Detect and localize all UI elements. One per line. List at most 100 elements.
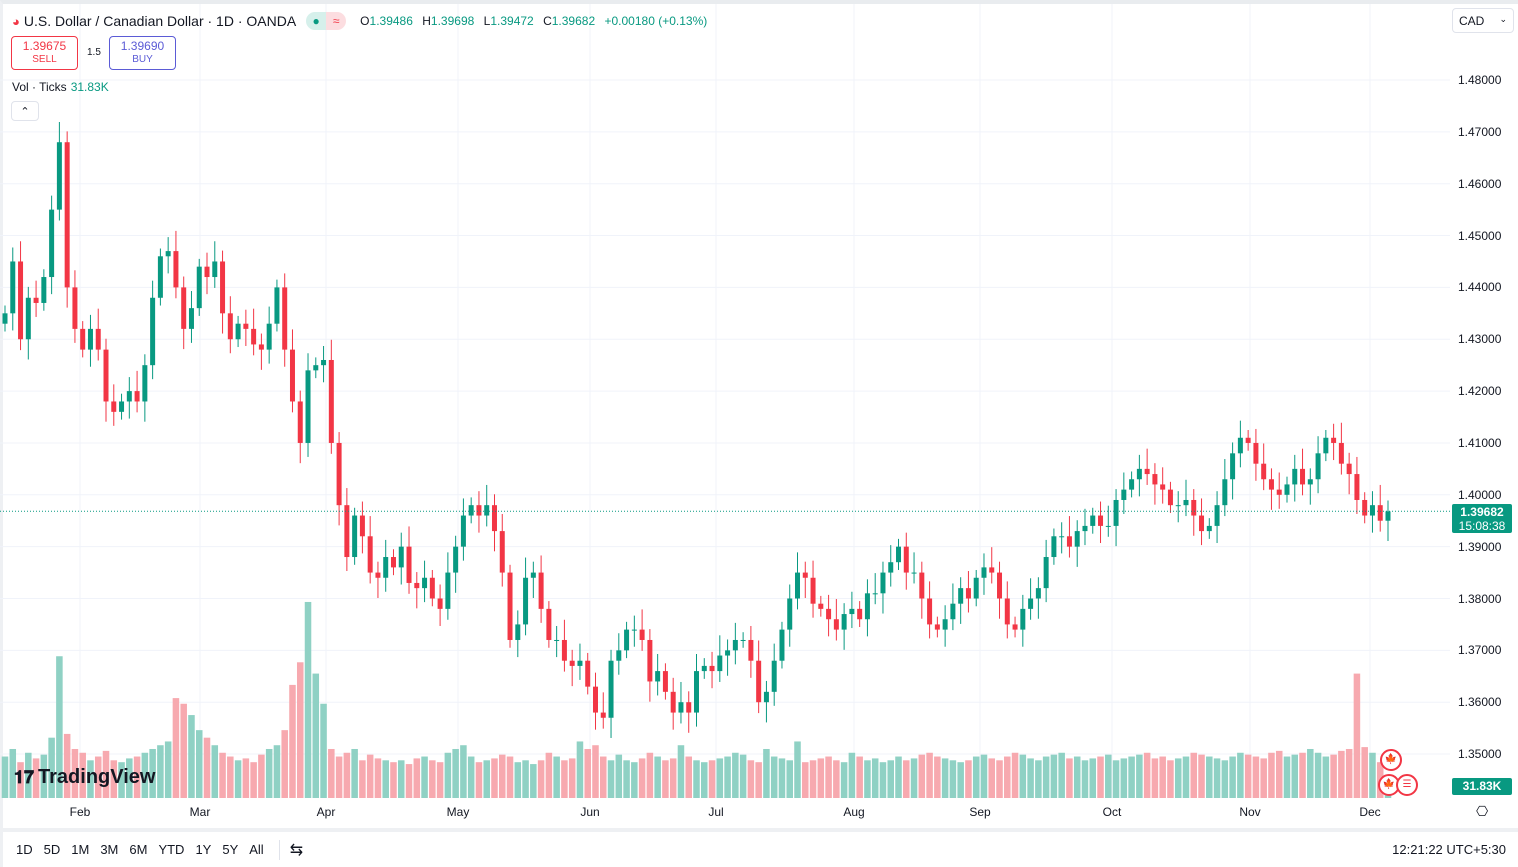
candle-body	[1167, 489, 1173, 506]
volume-bar	[1136, 754, 1143, 798]
candle-body	[453, 546, 459, 573]
range-5y[interactable]: 5Y	[222, 842, 239, 857]
volume-bar	[646, 752, 654, 798]
high-value: 1.39698	[430, 14, 475, 28]
volume-bar	[227, 756, 234, 798]
close-label: C	[543, 14, 552, 28]
range-5d[interactable]: 5D	[43, 842, 61, 857]
candle-body	[383, 557, 389, 578]
price-tick-label: 1.40000	[1458, 487, 1502, 502]
tradingview-logo[interactable]: 𝟏𝟕 TradingView	[14, 766, 155, 789]
go-to-date-icon[interactable]: ⇆	[289, 841, 304, 859]
volume-bar	[413, 758, 421, 798]
price-chart[interactable]	[0, 0, 1518, 828]
volume-bar	[273, 745, 281, 798]
sell-button[interactable]: 1.39675 SELL	[11, 36, 78, 70]
candle-body	[406, 546, 412, 583]
candle-body	[1066, 536, 1072, 547]
candle-body	[507, 572, 513, 640]
volume-bar	[87, 760, 94, 798]
volume-bar	[250, 762, 257, 798]
volume-bar	[94, 756, 102, 798]
candle-body	[1284, 484, 1290, 495]
candle-body	[561, 639, 567, 661]
candle-body	[694, 671, 699, 713]
candle-body	[266, 323, 272, 350]
volume-bar	[600, 756, 607, 798]
currency-select[interactable]: CAD ⌄	[1452, 8, 1514, 33]
status-pill[interactable]: ● ≈	[306, 12, 347, 30]
candle-body	[624, 629, 630, 651]
candle-body	[810, 577, 816, 604]
symbol-title[interactable]: U.S. Dollar / Canadian Dollar · 1D · OAN…	[23, 13, 297, 29]
volume-bar	[786, 760, 793, 798]
low-label: L	[483, 14, 491, 28]
candle-body	[429, 577, 435, 599]
range-1m[interactable]: 1M	[71, 842, 90, 857]
volume-bar	[1120, 758, 1128, 798]
candle-body	[530, 572, 536, 578]
volume-bar	[102, 750, 110, 798]
volume-bar	[40, 754, 48, 798]
canada-event-icon[interactable]: 🍁	[1380, 749, 1402, 771]
collapse-legend-button[interactable]: ⌃	[11, 101, 39, 121]
candle-body	[1199, 515, 1205, 532]
volume-bar	[980, 754, 988, 798]
candle-body	[1175, 505, 1181, 507]
current-price-tag: 1.39682 15:08:38	[1452, 504, 1512, 533]
volume-bar	[887, 760, 895, 798]
candle-body	[1035, 588, 1041, 599]
volume-bar	[592, 745, 599, 798]
volume-bar	[1004, 756, 1011, 798]
candle-body	[965, 588, 971, 599]
time-tick-label: Mar	[189, 805, 211, 819]
volume-bar	[79, 752, 86, 798]
approx-icon: ≈	[326, 12, 347, 30]
candle-body	[328, 359, 334, 443]
range-1d[interactable]: 1D	[16, 842, 33, 857]
volume-bar	[840, 762, 848, 798]
volume-bar	[1260, 758, 1267, 798]
volume-bar	[1027, 758, 1034, 798]
us-event-icon[interactable]: ☰	[1396, 774, 1418, 796]
range-all[interactable]: All	[249, 842, 264, 857]
range-1y[interactable]: 1Y	[195, 842, 212, 857]
volume-bar	[910, 758, 918, 798]
volume-bar	[374, 758, 382, 798]
volume-legend[interactable]: Vol · Ticks 31.83K	[12, 80, 109, 94]
buy-button[interactable]: 1.39690 BUY	[109, 36, 176, 70]
price-tick-label: 1.38000	[1458, 591, 1502, 606]
volume-bar	[669, 758, 677, 798]
range-ytd[interactable]: YTD	[158, 842, 185, 857]
candle-body	[134, 391, 140, 402]
candle-body	[655, 671, 661, 682]
candle-body	[771, 660, 777, 692]
range-6m[interactable]: 6M	[129, 842, 148, 857]
clock[interactable]: 12:21:22 UTC+5:30	[1392, 842, 1506, 857]
volume-bar	[615, 754, 623, 798]
volume-bar	[739, 754, 747, 798]
chart-settings-icon[interactable]: ⎔	[1476, 803, 1489, 819]
volume-bar	[444, 752, 452, 798]
volume-bar	[382, 760, 389, 798]
volume-bar	[1182, 756, 1190, 798]
volume-bar	[1105, 754, 1112, 798]
candle-body	[1261, 463, 1267, 480]
volume-bar	[320, 703, 327, 798]
volume-bar	[304, 601, 312, 798]
candle-body	[818, 603, 824, 609]
volume-bar	[1066, 758, 1073, 798]
volume-bar	[467, 756, 475, 798]
candle-body	[1369, 505, 1375, 516]
volume-bar	[32, 758, 40, 798]
candle-body	[80, 328, 86, 350]
candle-body	[515, 624, 521, 640]
volume-bar	[258, 754, 265, 798]
candle-body	[787, 598, 793, 630]
candle-body	[1292, 468, 1298, 485]
range-3m[interactable]: 3M	[100, 842, 119, 857]
candle-body	[1377, 505, 1383, 521]
candle-body	[321, 359, 327, 366]
price-tick-label: 1.39000	[1458, 539, 1502, 554]
candle-body	[289, 349, 295, 402]
